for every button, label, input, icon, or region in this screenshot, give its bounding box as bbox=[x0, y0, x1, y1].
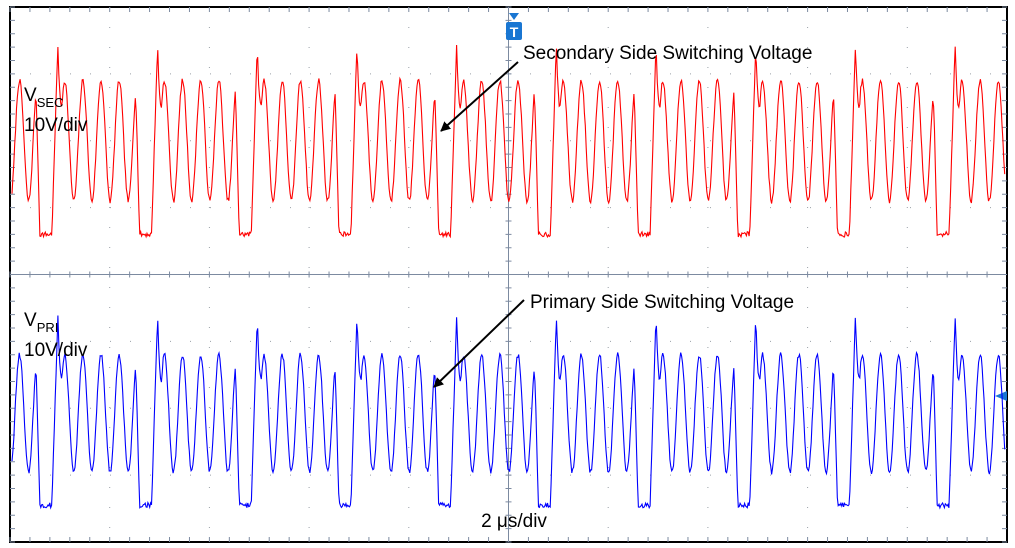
trigger-arrow-icon bbox=[509, 13, 519, 20]
trigger-text: T bbox=[510, 24, 519, 40]
pri-annotation-arrow bbox=[433, 299, 525, 388]
grid bbox=[9, 6, 1007, 543]
sec-label-sub: SEC bbox=[37, 95, 64, 110]
pri-channel-label: VPRI bbox=[24, 310, 58, 335]
sec-waveform-trace bbox=[11, 44, 1006, 239]
trigger-marker: T bbox=[506, 13, 522, 40]
pri-scale-label: 10V/div bbox=[24, 340, 88, 361]
sec-label-main: V bbox=[24, 85, 37, 106]
level-marker-icon bbox=[995, 391, 1007, 401]
pri-label-sub: PRI bbox=[37, 320, 59, 335]
timebase-label: 2 μs/div bbox=[481, 511, 547, 532]
pri-waveform-trace bbox=[11, 315, 1006, 510]
trigger-badge bbox=[506, 22, 522, 40]
sec-channel-label: VSEC bbox=[24, 85, 63, 110]
pri-annotation: Primary Side Switching Voltage bbox=[530, 292, 794, 313]
sec-annotation: Secondary Side Switching Voltage bbox=[523, 43, 812, 64]
sec-annotation-arrow bbox=[440, 61, 519, 132]
sec-scale-label: 10V/div bbox=[24, 115, 88, 136]
pri-label-main: V bbox=[24, 310, 37, 331]
